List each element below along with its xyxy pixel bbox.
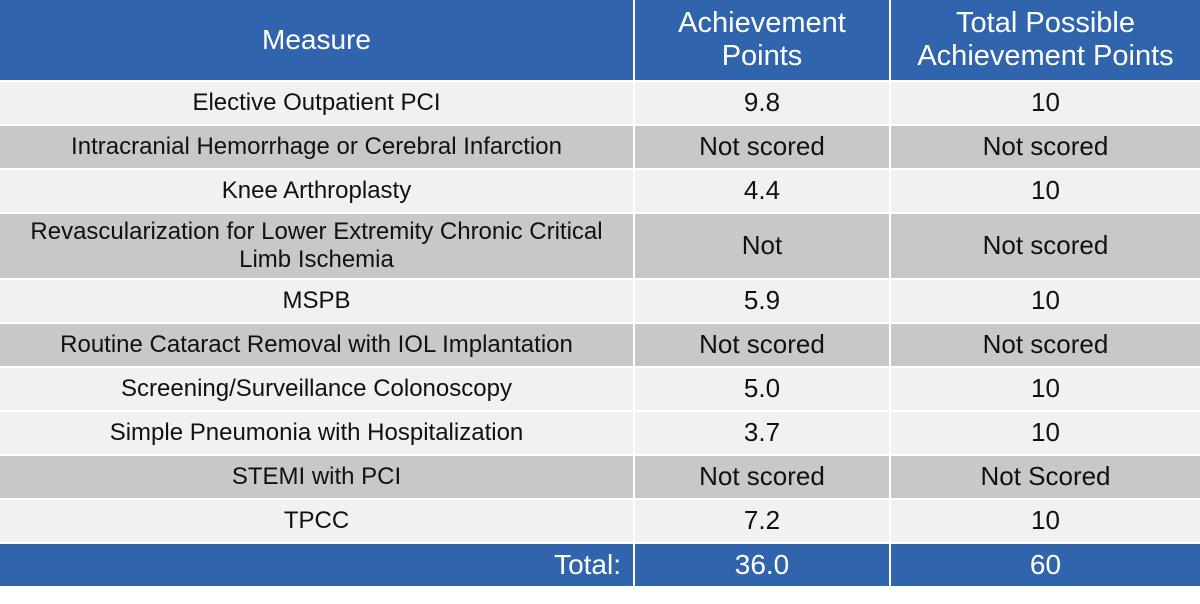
table-row: Simple Pneumonia with Hospitalization 3.… — [0, 411, 1200, 456]
achievement-points-table: Measure Achievement Points Total Possibl… — [0, 0, 1200, 586]
header-total-possible-points: Total Possible Achievement Points — [890, 0, 1200, 82]
measure-cell: Revascularization for Lower Extremity Ch… — [0, 213, 635, 280]
header-measure: Measure — [0, 0, 635, 82]
total-possible-cell: 10 — [890, 367, 1200, 412]
achievement-cell: 3.7 — [634, 411, 891, 456]
table-row: Screening/Surveillance Colonoscopy 5.0 1… — [0, 367, 1200, 412]
achievement-cell: 4.4 — [634, 169, 891, 214]
total-possible-cell: 10 — [890, 279, 1200, 324]
measure-cell: Routine Cataract Removal with IOL Implan… — [0, 323, 635, 368]
achievement-cell: Not scored — [634, 455, 891, 500]
achievement-cell: Not — [634, 213, 891, 280]
achievement-cell: Not scored — [634, 323, 891, 368]
achievement-cell: 9.8 — [634, 81, 891, 126]
total-possible-cell: Not scored — [890, 125, 1200, 170]
measure-cell: Knee Arthroplasty — [0, 169, 635, 214]
measure-cell: STEMI with PCI — [0, 455, 635, 500]
header-achievement-points: Achievement Points — [634, 0, 891, 82]
total-possible-cell: 10 — [890, 411, 1200, 456]
total-row: Total: 36.0 60 — [0, 543, 1200, 586]
achievement-cell: Not scored — [634, 125, 891, 170]
total-possible-cell: Not scored — [890, 323, 1200, 368]
achievement-cell: 5.0 — [634, 367, 891, 412]
total-possible-cell: 10 — [890, 499, 1200, 544]
table-row: Elective Outpatient PCI 9.8 10 — [0, 81, 1200, 126]
measure-cell: TPCC — [0, 499, 635, 544]
total-possible-cell: 10 — [890, 81, 1200, 126]
total-achievement-points: 36.0 — [634, 543, 891, 586]
table-row: TPCC 7.2 10 — [0, 499, 1200, 544]
measure-cell: Simple Pneumonia with Hospitalization — [0, 411, 635, 456]
measure-cell: Elective Outpatient PCI — [0, 81, 635, 126]
table-row: Intracranial Hemorrhage or Cerebral Infa… — [0, 125, 1200, 170]
measure-cell: MSPB — [0, 279, 635, 324]
total-label: Total: — [0, 543, 635, 586]
table-row: STEMI with PCI Not scored Not Scored — [0, 455, 1200, 500]
measure-cell: Intracranial Hemorrhage or Cerebral Infa… — [0, 125, 635, 170]
total-possible-points: 60 — [890, 543, 1200, 586]
table-row: Revascularization for Lower Extremity Ch… — [0, 213, 1200, 280]
total-possible-cell: Not Scored — [890, 455, 1200, 500]
table-row: MSPB 5.9 10 — [0, 279, 1200, 324]
measure-cell: Screening/Surveillance Colonoscopy — [0, 367, 635, 412]
table-row: Routine Cataract Removal with IOL Implan… — [0, 323, 1200, 368]
total-possible-cell: 10 — [890, 169, 1200, 214]
total-possible-cell: Not scored — [890, 213, 1200, 280]
achievement-cell: 5.9 — [634, 279, 891, 324]
table-row: Knee Arthroplasty 4.4 10 — [0, 169, 1200, 214]
header-row: Measure Achievement Points Total Possibl… — [0, 0, 1200, 82]
achievement-cell: 7.2 — [634, 499, 891, 544]
